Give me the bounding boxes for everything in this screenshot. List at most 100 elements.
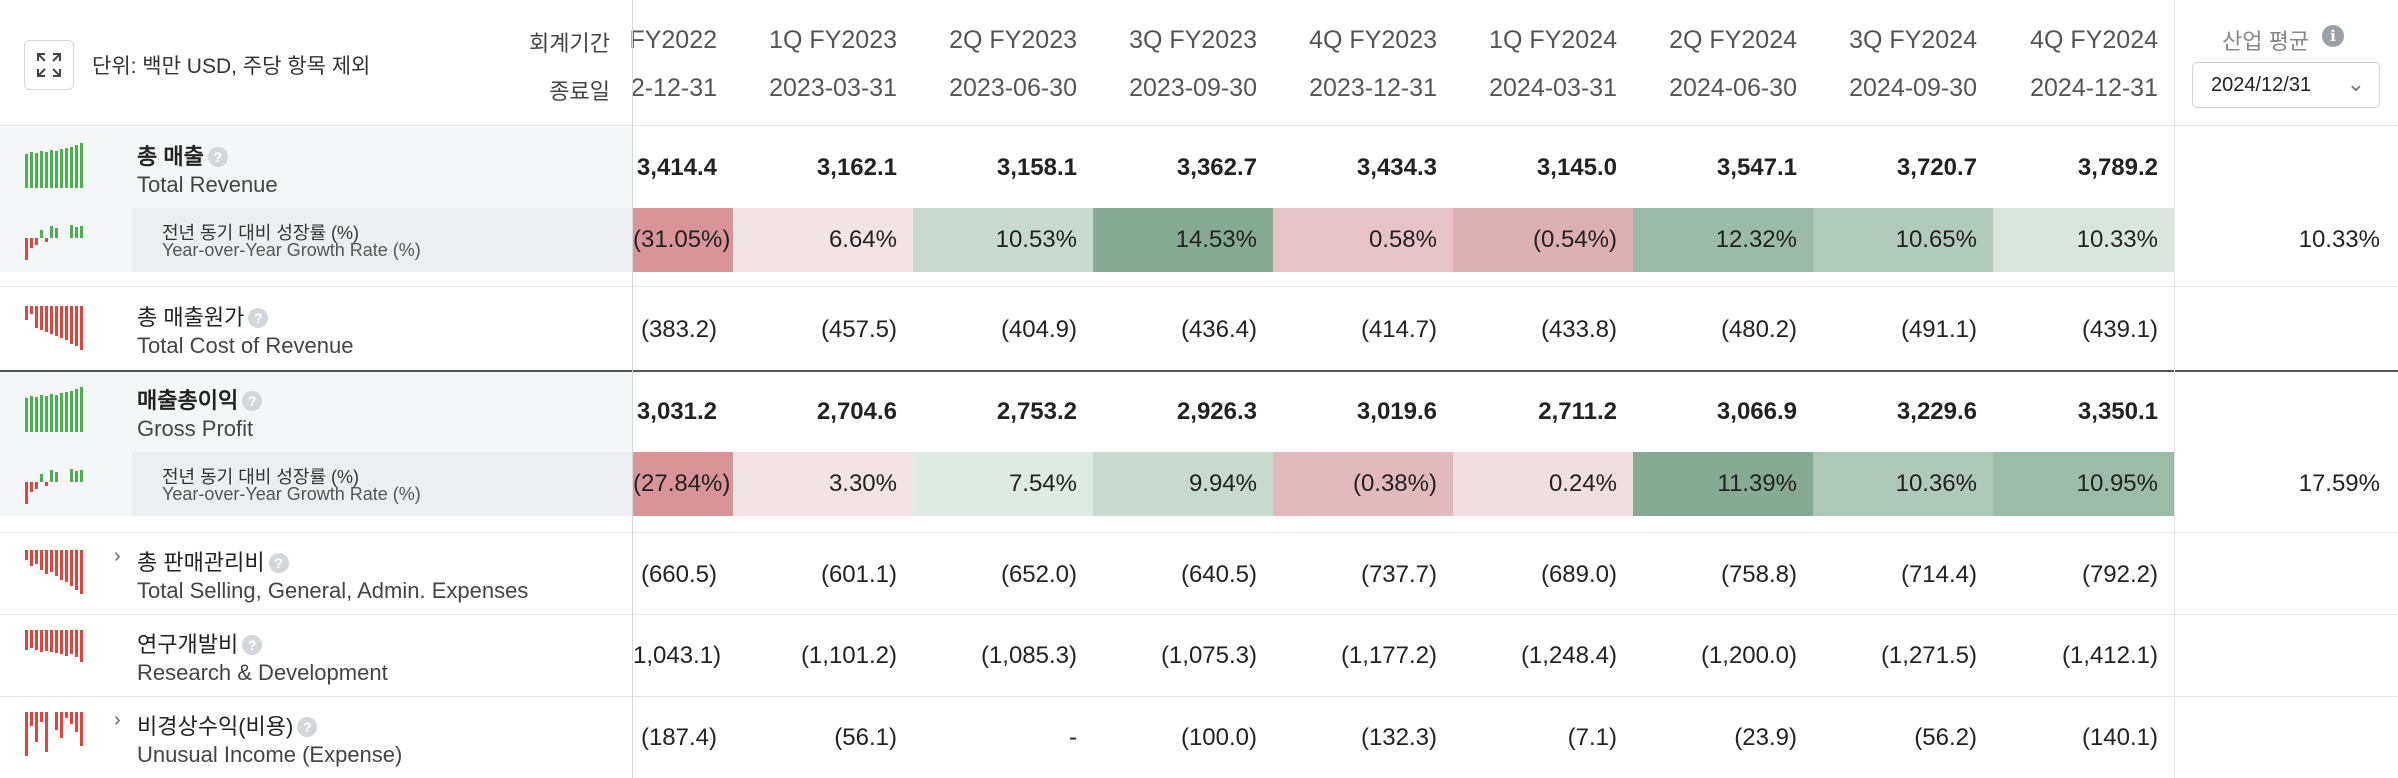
- value-cell: (1,101.2): [800, 642, 897, 669]
- value-cell: 3,019.6: [1356, 398, 1437, 425]
- column-period: FY2022: [629, 26, 717, 54]
- growth-cell: 10.65%: [1813, 208, 1993, 272]
- row-divider: [0, 532, 2398, 533]
- row-divider: [0, 614, 2398, 615]
- growth-cell: 10.95%: [1993, 452, 2174, 516]
- value-cell: (737.7): [1360, 561, 1437, 588]
- value-cell: 3,350.1: [2077, 398, 2158, 425]
- column-period: 1Q FY2024: [1489, 26, 1617, 54]
- industry-average-date-select[interactable]: 2024/12/31 ⌄: [2192, 62, 2380, 108]
- column-header: FY2022 2-12-31: [629, 0, 733, 126]
- row-divider: [0, 370, 2398, 372]
- sparkline-sga: [25, 550, 83, 594]
- value-cell: (7.1): [1567, 724, 1617, 751]
- value-cell: (383.2): [640, 316, 717, 343]
- column-date: 2023-12-31: [1309, 74, 1437, 102]
- row-name-ko[interactable]: 비경상수익(비용)?: [137, 709, 318, 741]
- industry-average-title: 산업 평균: [2222, 29, 2310, 54]
- help-icon[interactable]: ?: [242, 391, 263, 411]
- value-cell: (714.4): [1900, 561, 1977, 588]
- row-name-ko[interactable]: 총 판매관리비?: [137, 545, 289, 577]
- value-cell: 3,720.7: [1896, 154, 1977, 181]
- sparkline-cost-of-revenue: [25, 306, 83, 350]
- value-cell: (187.4): [640, 724, 717, 751]
- sparkline-unusual: [25, 712, 83, 756]
- growth-cell: 10.53%: [913, 208, 1093, 272]
- row-name-ko: 전년 동기 대비 성장률 (%): [162, 223, 360, 243]
- column-header: 3Q FY2024 2024-09-30: [1813, 0, 1993, 126]
- value-cell: (1,085.3): [980, 642, 1077, 669]
- column-header: 4Q FY2024 2024-12-31: [1993, 0, 2174, 126]
- column-header: 3Q FY2023 2023-09-30: [1093, 0, 1273, 126]
- column-period: 1Q FY2023: [769, 26, 897, 54]
- growth-cell: (0.38%): [1273, 452, 1453, 516]
- frozen-column-divider: [632, 0, 633, 778]
- growth-cell: 3.30%: [733, 452, 913, 516]
- help-icon[interactable]: ?: [248, 308, 269, 328]
- label-text: 연구개발비: [137, 632, 239, 657]
- help-icon[interactable]: ?: [242, 635, 263, 655]
- sparkline-revenue: [25, 143, 83, 188]
- sparkline-rnd: [25, 630, 83, 662]
- industry-average-cell: 17.59%: [2298, 470, 2380, 497]
- selected-date: 2024/12/31: [2211, 74, 2312, 96]
- column-period: 3Q FY2023: [1129, 26, 1257, 54]
- value-cell: (436.4): [1180, 316, 1257, 343]
- industry-average-cell: 10.33%: [2298, 226, 2380, 253]
- value-cell: (404.9): [1000, 316, 1077, 343]
- help-icon[interactable]: ?: [207, 147, 228, 167]
- growth-cell: 14.53%: [1093, 208, 1273, 272]
- column-date: 2024-12-31: [2030, 74, 2158, 102]
- value-cell: (480.2): [1720, 316, 1797, 343]
- growth-cell: 12.32%: [1633, 208, 1813, 272]
- sparkline-gross-profit: [25, 387, 83, 432]
- end-date-label: 종료일: [549, 79, 610, 104]
- value-cell: (640.5): [1180, 561, 1257, 588]
- value-cell: 3,158.1: [996, 154, 1077, 181]
- column-header: 1Q FY2023 2023-03-31: [733, 0, 913, 126]
- row-name-en: Total Cost of Revenue: [137, 333, 354, 358]
- chevron-right-icon[interactable]: ›: [114, 709, 121, 731]
- value-cell: (56.2): [1914, 724, 1977, 751]
- column-period: 4Q FY2023: [1309, 26, 1437, 54]
- row-name-ko: 총 매출?: [137, 139, 228, 171]
- column-date: 2023-09-30: [1129, 74, 1257, 102]
- row-label-bg: [0, 372, 632, 452]
- value-cell: (433.8): [1540, 316, 1617, 343]
- label-text: 매출총이익: [137, 388, 239, 413]
- row-divider: [0, 286, 2398, 287]
- growth-cell: 9.94%: [1093, 452, 1273, 516]
- value-cell: 3,229.6: [1896, 398, 1977, 425]
- help-icon[interactable]: ?: [268, 553, 289, 573]
- value-cell: (439.1): [2081, 316, 2158, 343]
- value-cell: 3,789.2: [2077, 154, 2158, 181]
- value-cell: (792.2): [2081, 561, 2158, 588]
- value-cell: 3,162.1: [816, 154, 897, 181]
- row-name-en: Gross Profit: [137, 416, 254, 441]
- expand-icon: [37, 53, 61, 77]
- row-name-ko: 총 매출원가?: [137, 300, 269, 332]
- expand-button[interactable]: [24, 40, 74, 90]
- value-cell: (56.1): [834, 724, 897, 751]
- value-cell: (100.0): [1180, 724, 1257, 751]
- growth-cell: 0.24%: [1453, 452, 1633, 516]
- column-header: 2Q FY2023 2023-06-30: [913, 0, 1093, 126]
- label-text: 비경상수익(비용): [137, 714, 294, 739]
- value-cell: (1,271.5): [1880, 642, 1977, 669]
- growth-cell: (31.05%): [633, 208, 733, 272]
- value-cell: (457.5): [820, 316, 897, 343]
- row-name-en: Year-over-Year Growth Rate (%): [162, 240, 421, 260]
- value-cell: (601.1): [820, 561, 897, 588]
- chevron-right-icon[interactable]: ›: [114, 545, 121, 567]
- value-cell: 3,031.2: [636, 398, 717, 425]
- help-icon[interactable]: ?: [297, 717, 318, 737]
- value-cell: (1,248.4): [1520, 642, 1617, 669]
- growth-cell: 11.39%: [1633, 452, 1813, 516]
- sparkline-gross-growth: [25, 469, 83, 504]
- column-date: 2-12-31: [630, 74, 717, 102]
- info-icon[interactable]: i: [2322, 25, 2344, 47]
- value-cell: 3,434.3: [1356, 154, 1437, 181]
- row-label-bg: [0, 127, 632, 208]
- value-cell: (132.3): [1360, 724, 1437, 751]
- value-cell: 3,414.4: [636, 154, 717, 181]
